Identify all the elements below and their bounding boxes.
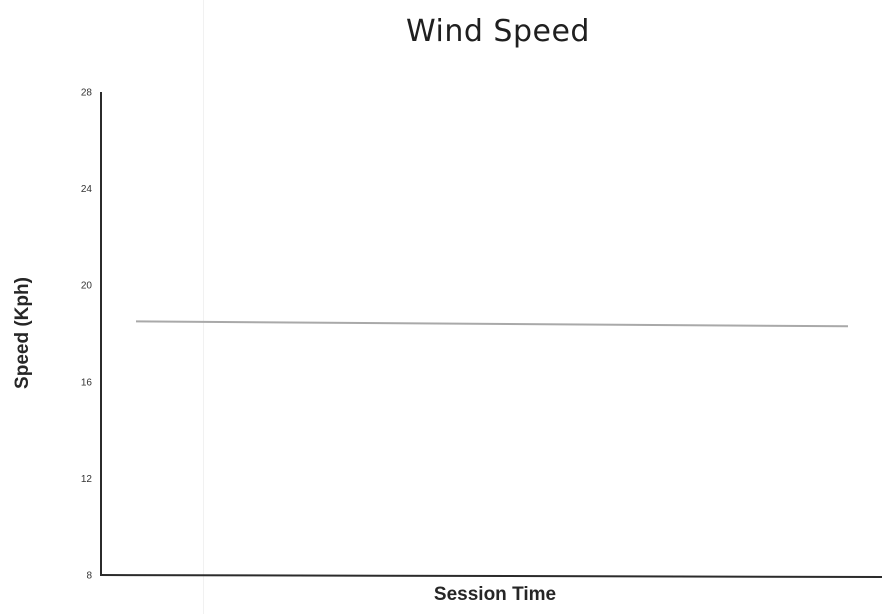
- wind-speed-series-line: [135, 320, 849, 328]
- background-divider: [203, 0, 204, 614]
- y-tick-label: 24: [81, 184, 93, 195]
- y-tick-label: 8: [86, 571, 92, 582]
- chart-title: Wind Speed: [406, 14, 590, 49]
- x-axis: [99, 574, 882, 578]
- y-tick-labels: 8 12 16 20 24 28: [81, 88, 93, 582]
- series-layer: [135, 320, 849, 328]
- y-tick-label: 20: [81, 281, 93, 292]
- x-axis-label: Session Time: [433, 584, 557, 605]
- y-tick-label: 16: [81, 377, 93, 388]
- y-tick-label: 28: [81, 88, 93, 99]
- y-tick-label: 12: [81, 474, 93, 485]
